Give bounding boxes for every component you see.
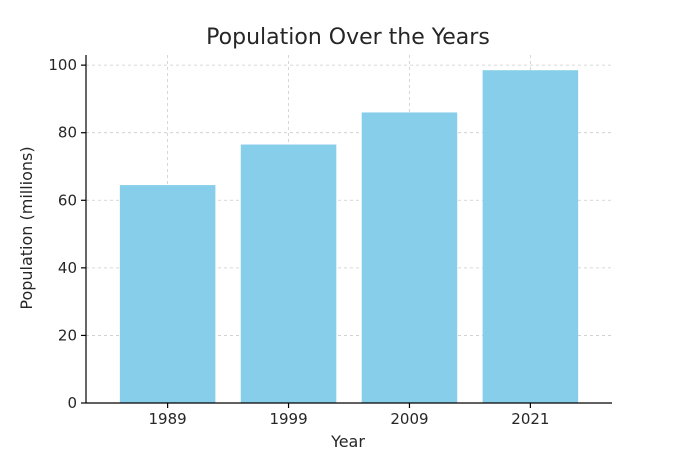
y-tick-label: 0 <box>67 394 77 412</box>
axes <box>85 55 612 404</box>
bar-2009 <box>361 112 458 403</box>
y-tick-label: 40 <box>58 259 77 277</box>
bars <box>119 70 579 403</box>
x-axis-label: Year <box>330 432 365 451</box>
x-tick-label: 2009 <box>390 410 428 428</box>
y-ticks: 0 20 40 60 80 100 <box>48 56 86 412</box>
y-tick-label: 60 <box>58 191 77 209</box>
y-tick-label: 20 <box>58 326 77 344</box>
y-tick-label: 100 <box>48 56 77 74</box>
chart-title: Population Over the Years <box>206 25 490 50</box>
x-tick-label: 1989 <box>149 410 187 428</box>
bar-1989 <box>119 185 216 403</box>
x-tick-label: 1999 <box>269 410 307 428</box>
y-axis-label: Population (millions) <box>17 146 36 309</box>
x-tick-label: 2021 <box>511 410 549 428</box>
y-tick-label: 80 <box>58 124 77 142</box>
bar-1999 <box>240 144 337 403</box>
bar-2021 <box>482 70 579 403</box>
x-ticks: 1989 1999 2009 2021 <box>149 403 549 428</box>
